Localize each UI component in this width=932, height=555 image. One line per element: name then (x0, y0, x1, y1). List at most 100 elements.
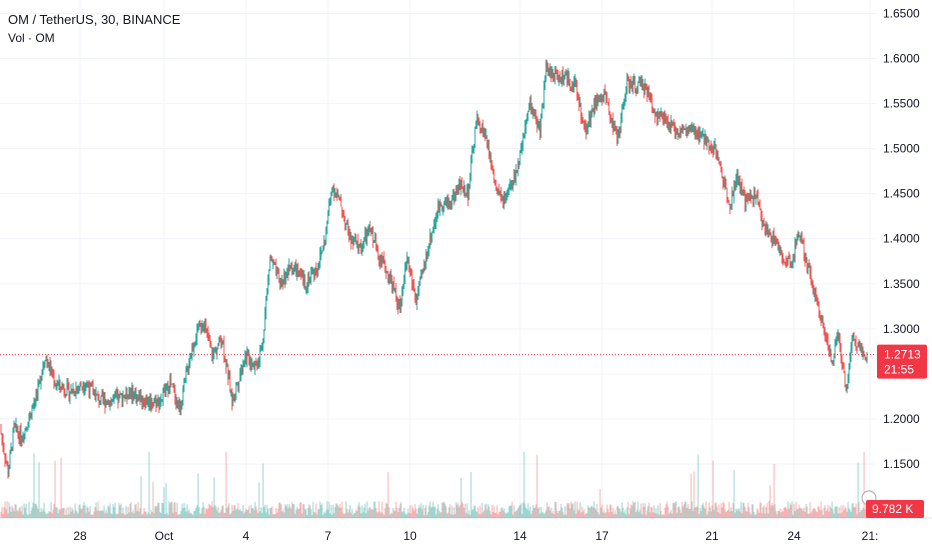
volume-bar (140, 476, 142, 518)
volume-bar (594, 507, 596, 518)
volume-bar (329, 513, 331, 518)
volume-bar (671, 513, 673, 518)
volume-bar (808, 513, 810, 518)
volume-bar (560, 503, 562, 518)
volume-bar (413, 510, 415, 518)
volume-bar (483, 510, 485, 518)
volume-bar (45, 514, 47, 518)
volume-bar (110, 512, 112, 518)
volume-bar (465, 512, 467, 518)
volume-bar (623, 512, 625, 518)
volume-bar (716, 506, 718, 518)
volume-bar (244, 511, 246, 518)
volume-bar (770, 505, 772, 518)
volume-bar (415, 508, 417, 518)
volume-bar (223, 512, 225, 518)
volume-bar (16, 509, 18, 518)
volume-bar (529, 506, 531, 518)
volume-bar (199, 513, 201, 518)
volume-bar (819, 510, 821, 518)
volume-bar (63, 508, 65, 518)
volume-bar (745, 510, 747, 518)
volume-bar (685, 501, 687, 518)
volume-bar (473, 505, 475, 518)
volume-bar (826, 509, 828, 518)
volume-bar (143, 508, 145, 518)
volume-bar (227, 505, 229, 518)
volume-bar (128, 512, 130, 518)
volume-bar (339, 503, 341, 518)
volume-bar (763, 505, 765, 518)
volume-bar (446, 513, 448, 518)
volume-bar (15, 504, 17, 518)
volume-bar (418, 504, 420, 518)
volume-bar (276, 512, 278, 518)
volume-bar (132, 510, 134, 518)
volume-bar (420, 503, 422, 518)
volume-bar (841, 512, 843, 518)
volume-bar (352, 514, 354, 518)
volume-bar (562, 512, 564, 518)
time-tick-label: Oct (155, 529, 174, 543)
volume-bar (579, 502, 581, 518)
price-tick-label: 1.1500 (883, 457, 920, 471)
volume-bar (778, 510, 780, 518)
volume-bar (487, 504, 489, 518)
volume-bar (130, 501, 132, 518)
volume-bar (369, 507, 371, 518)
volume-bar (251, 508, 253, 518)
volume-bar (574, 501, 576, 518)
volume-bar (345, 501, 347, 518)
volume-bar (159, 511, 161, 518)
volume-bar (643, 506, 645, 518)
volume-bar (584, 514, 586, 518)
volume-bar (633, 502, 635, 518)
volume-bar (599, 489, 601, 518)
volume-bar (746, 511, 748, 518)
volume-bar (116, 514, 118, 518)
volume-bar (612, 507, 614, 518)
volume-bar (638, 512, 640, 518)
volume-bar (19, 506, 21, 518)
volume-bar (475, 511, 477, 518)
volume-bar (816, 512, 818, 518)
volume-bar (225, 451, 227, 518)
volume-bar (207, 508, 209, 518)
volume-bar (823, 507, 825, 518)
volume-bar (203, 506, 205, 518)
candlesticks[interactable] (0, 59, 868, 479)
volume-bar (353, 512, 355, 518)
volume-indicator-label[interactable]: Vol · OM (8, 31, 55, 45)
volume-bar (303, 504, 305, 518)
volume-bar (239, 509, 241, 518)
volume-bar (214, 505, 216, 518)
volume-bar (813, 507, 815, 518)
symbol-title[interactable]: OM / TetherUS, 30, BINANCE (8, 12, 181, 27)
volume-bar (334, 507, 336, 518)
volume-bar (372, 509, 374, 518)
volume-bar (174, 502, 176, 518)
volume-bar (660, 510, 662, 518)
volume-bar (408, 513, 410, 518)
volume-bar (167, 514, 169, 518)
volume-bar (663, 514, 665, 518)
volume-bar (855, 503, 857, 518)
volume-bar (798, 504, 800, 518)
volume-bar (650, 506, 652, 518)
volume-bar (701, 504, 703, 518)
volume-bar (781, 510, 783, 518)
volume-bar (60, 457, 62, 518)
volume-bar (830, 508, 832, 518)
volume-bar (608, 512, 610, 518)
price-axis[interactable]: 1.6500 1.6000 1.5500 1.5000 1.4500 1.4000 1.35… (883, 7, 920, 516)
volume-bar (99, 510, 101, 518)
volume-bar (861, 509, 863, 518)
volume-bar (585, 513, 587, 518)
time-axis[interactable]: 28 Oct 4 7 10 14 17 21 24 21: (73, 529, 878, 543)
volume-bar (349, 504, 351, 518)
volume-bar (516, 510, 518, 518)
volume-bar (818, 506, 820, 518)
volume-bar (641, 514, 643, 518)
